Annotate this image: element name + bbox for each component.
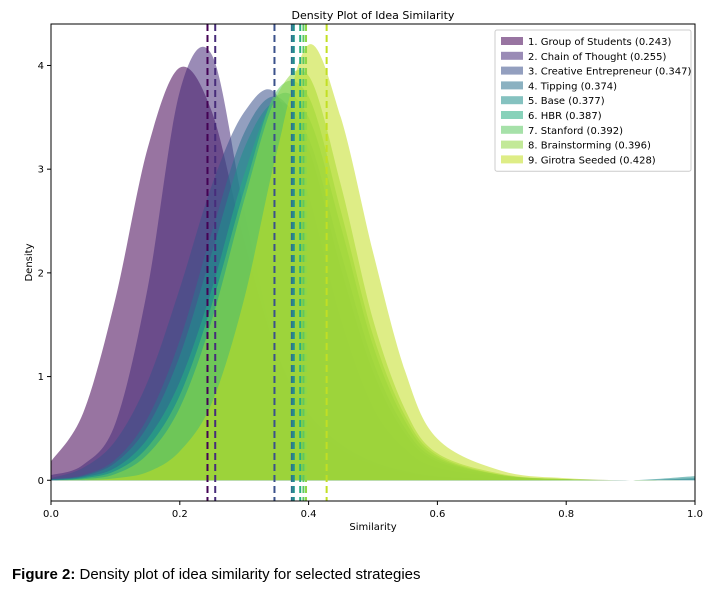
density-area-8 (51, 69, 695, 481)
legend-swatch (501, 140, 523, 149)
y-tick-label: 2 (38, 268, 44, 279)
y-tick-label: 1 (38, 372, 44, 383)
figure-caption-text: Density plot of idea similarity for sele… (75, 566, 421, 583)
legend-entry: 2. Chain of Thought (0.255) (528, 52, 666, 63)
x-tick-label: 0.0 (43, 509, 59, 520)
legend-entry: 8. Brainstorming (0.396) (528, 141, 651, 152)
figure-caption-label: Figure 2: (12, 566, 76, 583)
legend-entry: 9. Girotra Seeded (0.428) (528, 155, 656, 166)
legend-swatch (501, 37, 523, 45)
y-axis-label: Density (24, 243, 35, 281)
x-tick-label: 0.6 (429, 509, 445, 520)
legend-swatch (501, 81, 523, 90)
y-tick-label: 0 (38, 476, 44, 487)
density-chart: 0.0 0.2 0.4 0.6 0.8 1.0 0 1 2 3 4 Density Plot of I… (24, 9, 703, 533)
legend-swatch (501, 51, 523, 60)
x-tick-label: 0.4 (301, 509, 317, 520)
x-tick-label: 0.8 (558, 509, 574, 520)
legend-swatch (501, 66, 523, 75)
legend-entry: 6. HBR (0.387) (528, 111, 602, 122)
mean-lines (206, 24, 328, 501)
legend: 1. Group of Students (0.243) 2. Chain of … (494, 29, 692, 172)
legend-entry: 3. Creative Entrepreneur (0.347) (528, 67, 691, 78)
density-area-9 (51, 44, 695, 481)
legend-entry: 7. Stanford (0.392) (528, 126, 623, 137)
density-areas (51, 44, 695, 481)
x-axis-label: Similarity (349, 522, 396, 533)
y-tick-label: 4 (38, 61, 44, 72)
legend-swatch (501, 155, 523, 164)
legend-swatch (501, 125, 523, 134)
x-tick-label: 1.0 (687, 509, 703, 520)
axes: 0.0 0.2 0.4 0.6 0.8 1.0 0 1 2 3 4 Density Plot of I… (24, 9, 703, 533)
legend-entry: 5. Base (0.377) (528, 96, 605, 107)
legend-entry: 4. Tipping (0.374) (528, 81, 617, 92)
legend-box (494, 29, 692, 172)
chart-title: Density Plot of Idea Similarity (292, 9, 455, 22)
legend-swatch (501, 111, 523, 119)
figure-caption: Figure 2: Density plot of idea similarit… (12, 566, 421, 583)
legend-swatch (501, 96, 523, 105)
y-tick-label: 3 (38, 165, 44, 176)
plot-frame (50, 23, 696, 502)
x-tick-label: 0.2 (172, 509, 188, 520)
legend-entry: 1. Group of Students (0.243) (528, 37, 671, 48)
